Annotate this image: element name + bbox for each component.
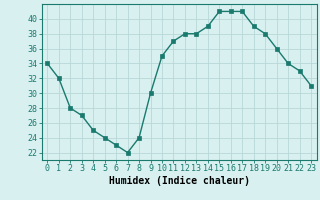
X-axis label: Humidex (Indice chaleur): Humidex (Indice chaleur) [109,176,250,186]
